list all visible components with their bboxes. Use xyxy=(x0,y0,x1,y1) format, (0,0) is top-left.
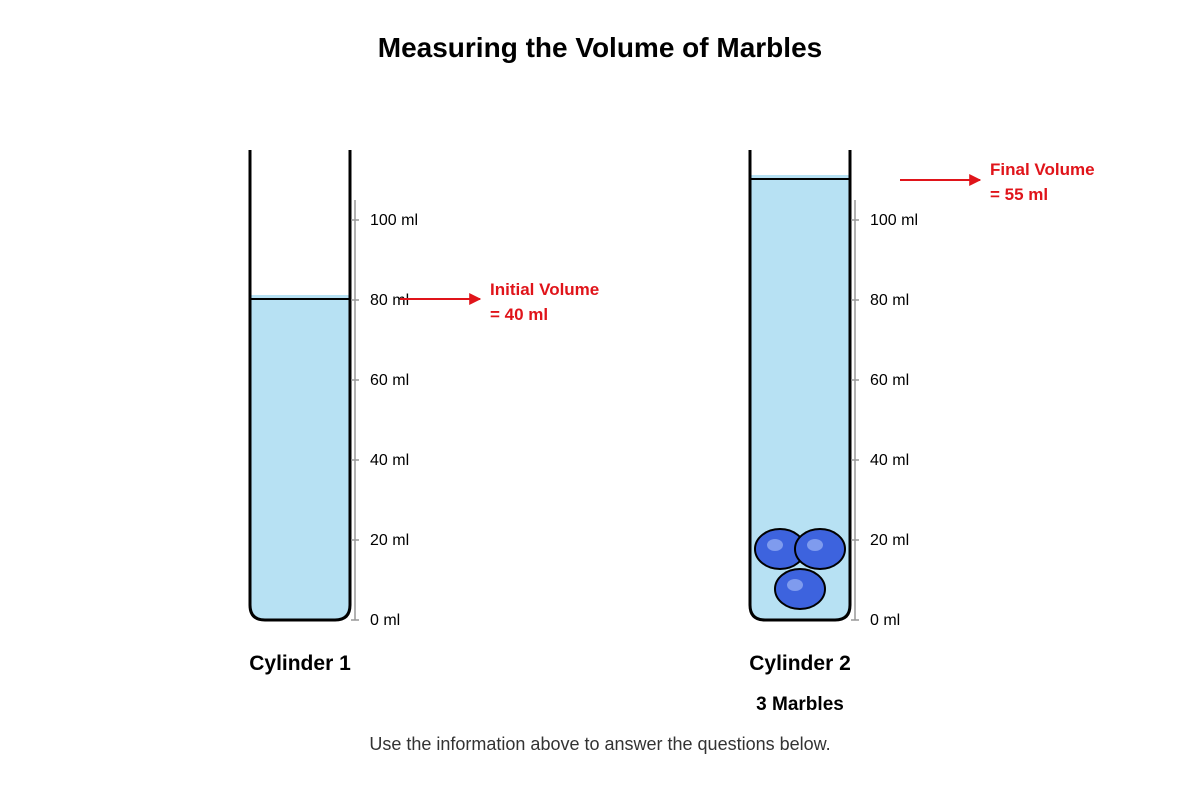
cylinder-2-scale: 0 ml 20 ml 40 ml 60 ml 80 ml 100 ml xyxy=(851,200,918,629)
scale-label-40: 40 ml xyxy=(370,452,409,469)
scale-label-80: 80 ml xyxy=(870,292,909,309)
initial-volume-callout: Initial Volume = 40 ml xyxy=(400,280,599,324)
scale-label-100: 100 ml xyxy=(870,212,918,229)
scale-label-0: 0 ml xyxy=(870,612,900,629)
marble xyxy=(774,568,826,610)
cylinder-1-label: Cylinder 1 xyxy=(249,652,351,675)
cylinder-1-glass xyxy=(248,150,352,622)
cylinder-2-label: Cylinder 2 xyxy=(749,652,851,675)
scale-label-60: 60 ml xyxy=(870,372,909,389)
marble xyxy=(794,528,846,570)
scale-label-100: 100 ml xyxy=(370,212,418,229)
marbles-count-label: 3 Marbles xyxy=(756,694,844,715)
cylinder-1-scale: 0 ml 20 ml 40 ml 60 ml 80 ml 100 ml xyxy=(351,200,418,629)
initial-volume-value: = 40 ml xyxy=(490,305,548,324)
initial-volume-label: Initial Volume xyxy=(490,280,599,299)
cylinder-1-water xyxy=(251,295,349,620)
cylinder-2-water xyxy=(751,175,849,620)
scale-label-60: 60 ml xyxy=(370,372,409,389)
scale-label-80: 80 ml xyxy=(370,292,409,309)
cylinder-2 xyxy=(748,150,852,622)
marbles xyxy=(754,528,846,610)
cylinder-1 xyxy=(248,150,352,622)
final-volume-label: Final Volume xyxy=(990,160,1095,179)
instruction-text: Use the information above to answer the … xyxy=(369,734,831,754)
scale-label-0: 0 ml xyxy=(370,612,400,629)
scale-label-40: 40 ml xyxy=(870,452,909,469)
cylinder-2-glass xyxy=(748,150,852,622)
scale-label-20: 20 ml xyxy=(870,532,909,549)
page-title: Measuring the Volume of Marbles xyxy=(377,32,823,63)
scale-label-20: 20 ml xyxy=(370,532,409,549)
final-volume-callout: Final Volume = 55 ml xyxy=(900,160,1095,204)
marble xyxy=(754,528,806,570)
final-volume-value: = 55 ml xyxy=(990,185,1048,204)
